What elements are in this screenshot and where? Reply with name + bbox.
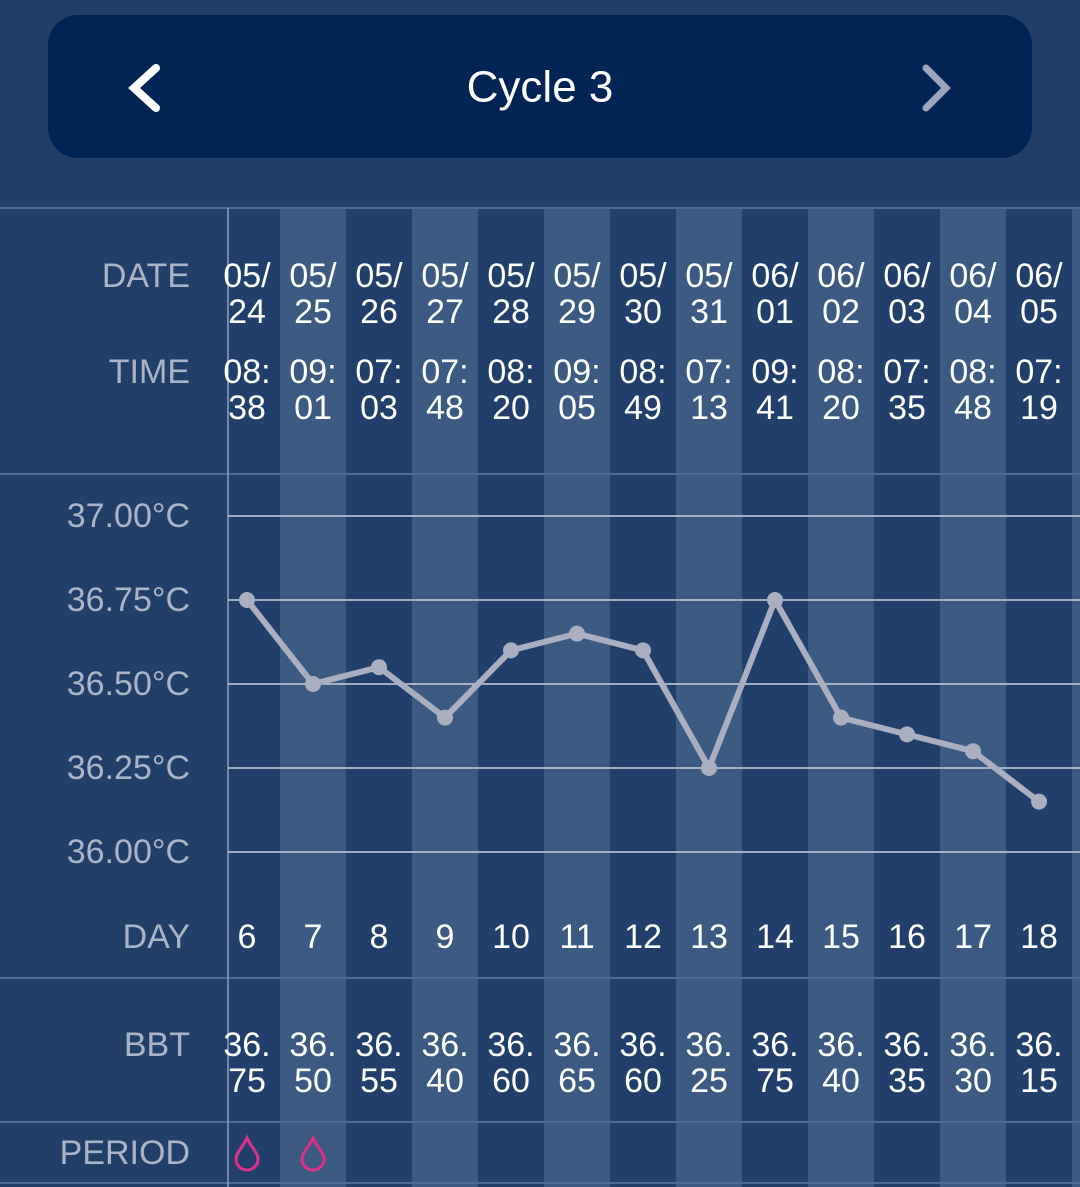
time-cell: 07:19 <box>1015 353 1063 427</box>
bbt-cell: 36.35 <box>883 1026 931 1100</box>
column-stripe <box>940 208 1006 1187</box>
date-cell: 06/04 <box>949 257 997 331</box>
column-stripe <box>478 208 544 1187</box>
column-stripe <box>1072 208 1080 1187</box>
bbt-cell: 36.65 <box>553 1026 601 1100</box>
y-tick-label: 36.25°C <box>66 749 190 787</box>
date-cell: 06/01 <box>751 257 799 331</box>
y-tick-label: 37.00°C <box>66 497 190 535</box>
bbt-point <box>1031 793 1047 810</box>
y-tick-label: 36.00°C <box>66 833 190 871</box>
bbt-point <box>965 743 981 760</box>
column-stripe <box>676 208 742 1187</box>
column-stripe <box>808 208 874 1187</box>
bbt-point <box>503 642 519 659</box>
next-button[interactable] <box>922 64 951 112</box>
time-cell: 08:49 <box>619 353 667 427</box>
date-cell: 05/25 <box>289 257 337 331</box>
day-cell: 18 <box>1020 918 1058 956</box>
time-cell: 09:01 <box>289 353 337 427</box>
bbt-cell: 36.30 <box>949 1026 997 1100</box>
day-cell: 6 <box>237 918 257 956</box>
bbt-cell: 36.75 <box>751 1026 799 1100</box>
bbt-point <box>767 592 783 608</box>
day-cell: 8 <box>369 918 389 956</box>
bbt-point <box>437 709 453 726</box>
day-cell: 11 <box>559 918 595 956</box>
row-label: DATE <box>101 257 190 295</box>
period-drop <box>300 1134 326 1172</box>
date-cell: 06/05 <box>1015 257 1063 331</box>
bbt-cell: 36.25 <box>685 1026 733 1100</box>
time-cell: 08:20 <box>487 353 535 427</box>
time-cell: 08:20 <box>817 353 865 427</box>
bbt-point <box>635 642 651 659</box>
row-label: DAY <box>122 918 190 956</box>
row-label: BBT <box>123 1026 190 1064</box>
bbt-point <box>239 592 255 608</box>
column-stripe <box>346 208 412 1187</box>
day-cell: 16 <box>888 918 926 956</box>
time-cell: 07:48 <box>421 353 469 427</box>
time-cell: 07:03 <box>355 353 403 427</box>
row-label: TIME <box>108 353 190 391</box>
day-cell: 7 <box>303 918 323 956</box>
column-stripe <box>280 208 346 1187</box>
bbt-cell: 36.60 <box>619 1026 667 1100</box>
bbt-point <box>371 659 387 676</box>
prev-button[interactable] <box>128 64 160 112</box>
bbt-cell: 36.40 <box>421 1026 469 1100</box>
date-cell: 05/30 <box>619 257 667 331</box>
time-cell: 08:48 <box>949 353 997 427</box>
column-stripe <box>610 208 676 1187</box>
column-stripe <box>1006 208 1072 1187</box>
bbt-cell: 36.15 <box>1015 1026 1063 1100</box>
bbt-cell: 36.40 <box>817 1026 865 1100</box>
period-drop <box>234 1134 260 1172</box>
bbt-point <box>701 760 717 776</box>
column-stripe <box>544 208 610 1187</box>
date-cell: 05/26 <box>355 257 403 331</box>
date-cell: 06/03 <box>883 257 931 331</box>
column-stripe <box>742 208 808 1187</box>
date-cell: 05/29 <box>553 257 601 331</box>
day-cell: 9 <box>435 918 455 956</box>
date-cell: 05/28 <box>487 257 535 331</box>
bbt-cell: 36.55 <box>355 1026 403 1100</box>
day-cell: 12 <box>624 918 662 956</box>
cycle-title: Cycle 3 <box>467 63 614 112</box>
time-cell: 09:41 <box>751 353 799 427</box>
label-column <box>0 208 228 1187</box>
time-cell: 08:38 <box>223 353 271 427</box>
time-cell: 07:35 <box>883 353 931 427</box>
time-cell: 07:13 <box>685 353 733 427</box>
y-tick-label: 36.50°C <box>66 665 190 703</box>
day-cell: 13 <box>690 918 728 956</box>
bbt-cell: 36.75 <box>223 1026 271 1100</box>
bbt-point <box>833 709 849 726</box>
day-cell: 10 <box>492 918 530 956</box>
cycle-card <box>48 15 1032 158</box>
bbt-cell: 36.60 <box>487 1026 535 1100</box>
time-cell: 09:05 <box>553 353 601 427</box>
date-cell: 05/27 <box>421 257 469 331</box>
row-label: PERIOD <box>59 1134 190 1172</box>
column-stripe <box>874 208 940 1187</box>
bbt-point <box>305 676 321 692</box>
bbt-cell: 36.50 <box>289 1026 337 1100</box>
date-cell: 05/24 <box>223 257 271 331</box>
day-cell: 15 <box>822 918 860 956</box>
day-cell: 14 <box>756 918 794 956</box>
y-tick-label: 36.75°C <box>66 581 190 619</box>
bbt-point <box>569 625 585 642</box>
date-cell: 06/02 <box>817 257 865 331</box>
bbt-point <box>899 726 915 743</box>
day-cell: 17 <box>954 918 992 956</box>
date-cell: 05/31 <box>685 257 733 331</box>
